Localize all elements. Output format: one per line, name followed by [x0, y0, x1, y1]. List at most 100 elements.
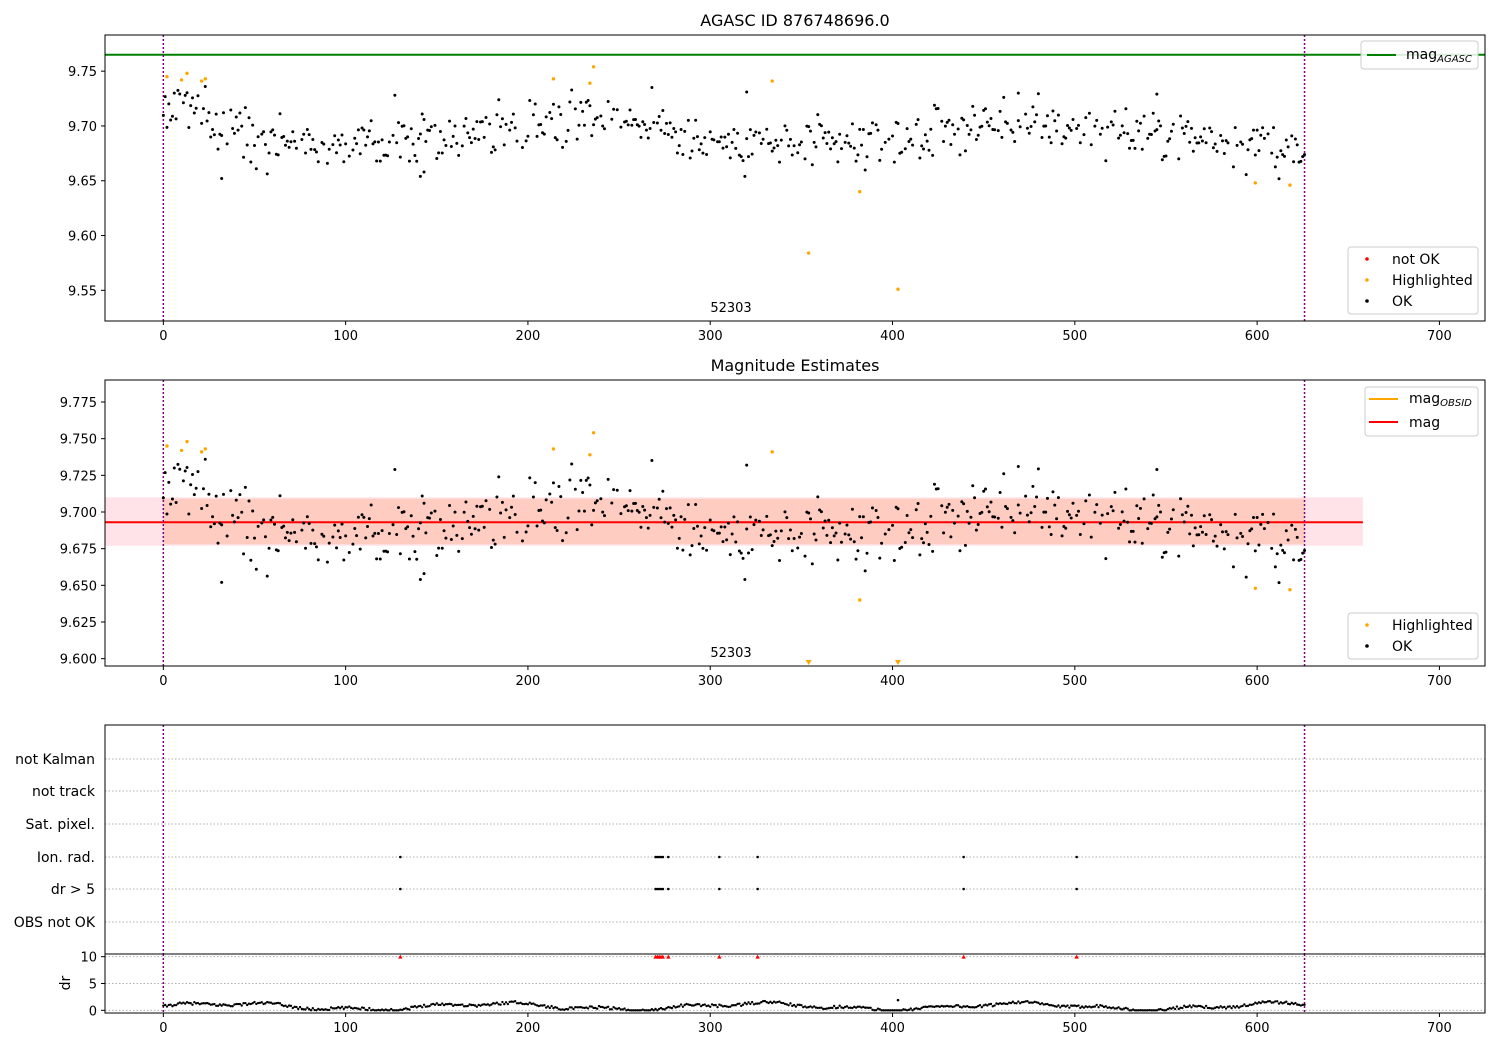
ok-point [1295, 535, 1299, 539]
ok-point [1076, 509, 1080, 513]
ok-point [351, 542, 355, 546]
ok-point [1286, 538, 1290, 542]
ok-point [688, 553, 692, 557]
ok-point [1200, 530, 1204, 534]
ok-point [579, 478, 583, 482]
dr-point [224, 1003, 227, 1007]
ok-point [834, 140, 838, 144]
ok-point [1124, 487, 1128, 491]
p1-points [161, 65, 1307, 291]
ok-point [251, 123, 255, 127]
ok-point [984, 487, 988, 491]
ok-point [495, 113, 499, 117]
ok-point [362, 515, 366, 519]
ok-point [444, 536, 448, 540]
ok-point [816, 113, 820, 117]
ok-point [719, 525, 723, 529]
ok-point [584, 478, 588, 482]
dr-point [1199, 1004, 1202, 1008]
dr-point [918, 1007, 922, 1011]
ok-point [249, 558, 253, 562]
ok-point [717, 531, 721, 535]
dr-point [902, 1008, 905, 1011]
ok-point [677, 144, 681, 148]
ok-point [402, 510, 406, 514]
ok-point [701, 151, 705, 155]
ok-point [690, 544, 694, 548]
ok-point [397, 121, 401, 125]
ok-point [852, 540, 856, 544]
ok-point [856, 153, 860, 157]
ok-point [903, 540, 907, 544]
ok-point [577, 123, 581, 127]
ok-point [1270, 151, 1274, 155]
p1-axes-frame [104, 34, 1486, 322]
dr-point [605, 1006, 608, 1009]
dr-point [473, 1004, 477, 1007]
dr-point [1144, 1009, 1148, 1012]
ok-point [947, 118, 951, 122]
ok-point [1000, 135, 1004, 139]
ok-point [739, 551, 743, 555]
dr-point [958, 1005, 962, 1009]
dr-point [468, 1003, 471, 1006]
ok-point [927, 148, 931, 152]
ok-point [1220, 530, 1224, 534]
y-tick-label: 9.700 [60, 506, 97, 521]
ok-point [1098, 132, 1102, 136]
highlighted-point [551, 447, 556, 451]
ok-point [644, 516, 648, 520]
ok-point [1259, 133, 1263, 137]
dr-point [993, 1004, 996, 1007]
dr-point [771, 1001, 774, 1005]
ok-point [726, 521, 730, 525]
ok-point [488, 122, 492, 126]
ok-point [741, 556, 745, 560]
ok-point [942, 531, 946, 535]
y-tick-label: 10 [80, 951, 97, 966]
ok-point [745, 527, 749, 531]
ok-point [1293, 137, 1297, 141]
dr-point [426, 1005, 429, 1008]
flag-point [1075, 855, 1078, 859]
ok-point [1131, 529, 1135, 533]
ok-point [1009, 128, 1013, 132]
legend2-highlighted-marker [1365, 623, 1369, 627]
dr-point [791, 1004, 794, 1008]
ok-point [273, 522, 277, 526]
ok-point [962, 502, 966, 506]
ok-point [734, 540, 738, 544]
dr-point [1219, 1005, 1222, 1008]
ok-point [420, 112, 424, 116]
ok-point [1089, 143, 1093, 147]
dr-point [583, 1006, 586, 1010]
dr-point [641, 1008, 644, 1011]
x-tick-label: 0 [159, 329, 167, 344]
dr-point [397, 1009, 400, 1012]
ok-point [987, 124, 991, 128]
ok-point [1197, 141, 1201, 145]
highlighted-point [1288, 588, 1292, 592]
flag-point [654, 887, 657, 891]
dr-point [189, 1001, 192, 1005]
ok-point [553, 526, 557, 530]
ok-point [1157, 119, 1161, 123]
flag-point [399, 855, 402, 859]
flag-label-ion-rad: Ion. rad. [37, 850, 95, 866]
dr-point [530, 1002, 533, 1006]
dr-point [1093, 1005, 1097, 1008]
dr-point [1146, 1009, 1149, 1012]
dr-point [882, 1009, 885, 1012]
ok-point [1189, 513, 1193, 517]
ok-point [788, 137, 792, 141]
ok-point [1244, 173, 1248, 177]
dr-point [1195, 1005, 1199, 1008]
ok-point [639, 135, 643, 139]
highlighted-point [588, 453, 592, 457]
ok-point [367, 517, 371, 521]
ok-point [847, 141, 851, 145]
ok-point [592, 123, 596, 127]
legend2-highlighted-label: Highlighted [1392, 618, 1473, 634]
